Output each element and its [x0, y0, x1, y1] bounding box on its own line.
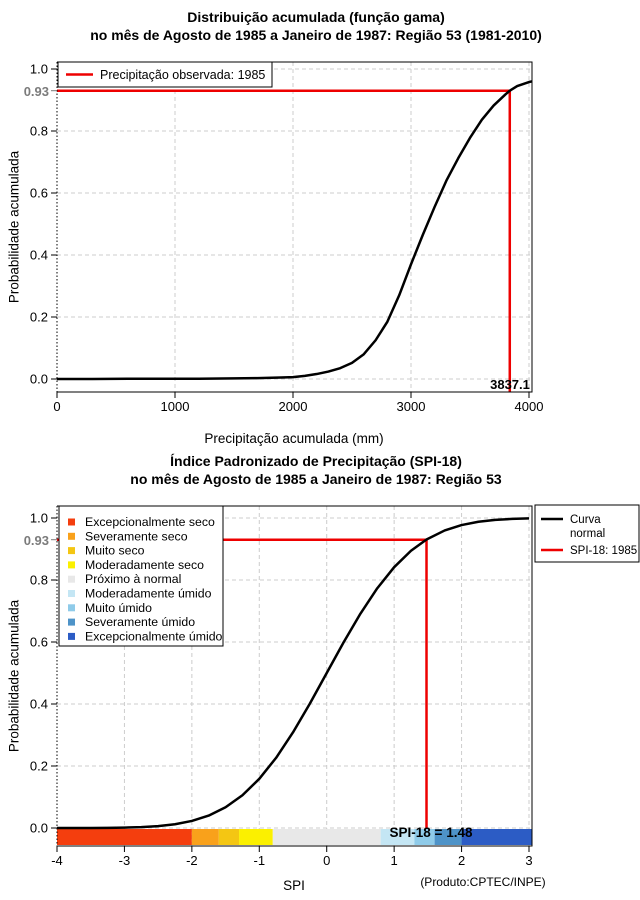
x-tick-label: 0: [323, 853, 330, 868]
spi-x-axis-label: SPI: [283, 878, 305, 893]
spi-colorbar-segment: [57, 829, 192, 845]
gamma-prob-093-tick: 0.93: [23, 84, 49, 99]
legend-curves: Curva normal SPI-18: 1985: [534, 504, 640, 563]
legend-label: Precipitação observada: 1985: [100, 68, 265, 82]
observed-value-lines: [57, 89, 512, 392]
x-tick-label: -1: [254, 853, 266, 868]
gamma-y-axis-label: Probabilidade acumulada: [6, 150, 22, 304]
spi-cdf-chart: 0.0 0.2 0.4 0.6 0.8 1.0 -4 -3 -2 -1 0 1 2 3 Excepciona…: [30, 504, 640, 868]
x-tick-label: 1000: [161, 399, 190, 414]
plot-box: [57, 61, 533, 393]
spi-colorbar-segment: [239, 829, 273, 845]
category-label: Moderadamente seco: [85, 558, 204, 572]
category-label: Muito seco: [85, 544, 145, 558]
spi-value-label: SPI-18 = 1.48: [389, 825, 473, 840]
spi-colorbar-segment: [434, 829, 462, 845]
spi-colorbar-segment: [272, 829, 381, 845]
x-tick-label: -4: [51, 853, 63, 868]
legend-observed: Precipitação observada: 1985: [57, 61, 273, 88]
gamma-cdf-curve: [57, 80, 532, 381]
y-tick-label: 0.8: [30, 124, 48, 139]
legend-box: [58, 505, 224, 647]
y-tick-label: 0.2: [30, 759, 48, 774]
gamma-cdf-chart: 0.0 0.2 0.4 0.6 0.8 1.0 0 1000 2000 3000 4000 Preci…: [30, 61, 544, 414]
category-swatch: [68, 547, 75, 555]
y-tick-label: 0.0: [30, 372, 48, 387]
category-swatch: [68, 532, 75, 540]
legend-label: Curva: [570, 514, 601, 526]
y-tick-label: 1.0: [30, 62, 48, 77]
spi-chart-subtitle: no mês de Agosto de 1985 a Janeiro de 19…: [130, 471, 502, 487]
legend-box: [534, 504, 640, 563]
category-label: Severamente úmido: [85, 615, 195, 629]
gamma-chart-subtitle: no mês de Agosto de 1985 a Janeiro de 19…: [90, 27, 542, 43]
normal-cdf-curve: [57, 517, 530, 830]
spi-prob-093-tick: 0.93: [23, 533, 49, 548]
gamma-x-axis-label: Precipitação acumulada (mm): [204, 431, 384, 446]
gamma-chart-title: Distribuição acumulada (função gama): [187, 9, 445, 25]
legend-box: [57, 61, 273, 88]
category-swatch: [68, 632, 75, 640]
x-tick-label: 3: [525, 853, 532, 868]
category-swatch: [68, 518, 75, 526]
spi-y-axis-label: Probabilidade acumulada: [6, 599, 22, 753]
category-label: Excepcionalmente seco: [85, 515, 215, 529]
category-label: Próximo à normal: [85, 572, 181, 586]
x-tick-label: 3000: [397, 399, 426, 414]
x-tick-label: 1: [391, 853, 398, 868]
spi-colorbar-segment: [191, 829, 219, 845]
x-tick-label: 2: [458, 853, 465, 868]
x-tick-label: 0: [53, 399, 60, 414]
product-credit: (Produto:CPTEC/INPE): [420, 875, 546, 889]
gamma-observed-value-label: 3837.1: [490, 377, 530, 392]
spi-colorbar-segment: [414, 829, 435, 845]
legend-label: normal: [570, 528, 605, 540]
category-label: Excepcionalmente úmido: [85, 629, 223, 643]
y-tick-label: 0.6: [30, 635, 48, 650]
category-label: Moderadamente úmido: [85, 587, 212, 601]
y-tick-label: 0.4: [30, 248, 48, 263]
plot-box: [57, 505, 533, 847]
y-tick-label: 0.0: [30, 821, 48, 836]
spi-colorbar-segment: [218, 829, 240, 845]
category-swatch: [68, 618, 75, 626]
x-tick-label: 2000: [279, 399, 308, 414]
x-tick-label: -3: [119, 853, 131, 868]
y-tick-label: 0.8: [30, 573, 48, 588]
category-label: Muito úmido: [85, 601, 152, 615]
y-tick-label: 1.0: [30, 511, 48, 526]
category-swatch: [68, 590, 75, 597]
category-label: Severamente seco: [85, 529, 188, 543]
y-tick-label: 0.2: [30, 310, 48, 325]
legend-label: SPI-18: 1985: [570, 545, 637, 557]
y-tick-label: 0.4: [30, 697, 48, 712]
spi-colorbar-segment: [380, 829, 415, 845]
category-swatch: [68, 604, 75, 612]
category-swatch: [68, 561, 75, 569]
x-tick-label: 4000: [515, 399, 544, 414]
spi-colorbar-segment: [461, 829, 532, 845]
spi-chart-title: Índice Padronizado de Precipitação (SPI-…: [170, 453, 462, 469]
y-tick-label: 0.6: [30, 186, 48, 201]
x-tick-label: -2: [186, 853, 198, 868]
category-swatch: [68, 575, 75, 583]
